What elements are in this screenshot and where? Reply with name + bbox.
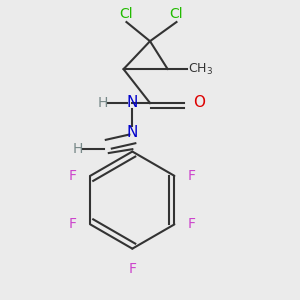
Text: N: N (127, 95, 138, 110)
Text: F: F (188, 218, 196, 231)
Text: F: F (69, 169, 77, 183)
Text: N: N (127, 125, 138, 140)
Text: H: H (98, 96, 108, 110)
Text: F: F (69, 218, 77, 231)
Text: O: O (193, 95, 205, 110)
Text: CH$_3$: CH$_3$ (188, 61, 213, 77)
Text: Cl: Cl (170, 7, 183, 21)
Text: Cl: Cl (120, 7, 133, 21)
Text: F: F (128, 262, 136, 276)
Text: F: F (188, 169, 196, 183)
Text: H: H (73, 142, 83, 156)
